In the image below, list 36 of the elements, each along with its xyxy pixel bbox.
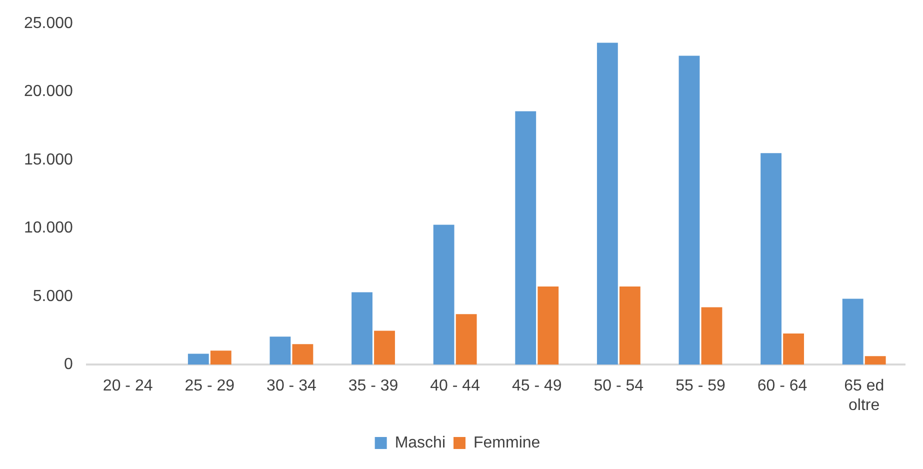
bar [374,330,395,365]
bar [596,42,618,365]
y-tick-label: 0 [64,356,74,374]
x-tick-label: 55 - 59 [676,378,726,395]
y-tick-label: 5.000 [32,288,74,305]
x-tick-label: 20 - 24 [102,378,153,395]
x-tick-label: 65 ed oltre [844,378,884,414]
bar [538,286,559,365]
bar [210,350,232,365]
x-tick-label: 50 - 54 [594,378,644,395]
bar [864,356,886,365]
x-tick-label: 60 - 64 [757,378,808,395]
bar [270,336,291,365]
x-tick-label: 25 - 29 [184,378,235,395]
x-tick-label: 45 - 49 [512,378,562,395]
bar [292,344,314,365]
bar [783,334,804,365]
legend-label: Maschi [394,434,446,452]
bar [515,111,536,365]
bar [678,56,700,365]
x-tick-label: 35 - 39 [348,378,398,395]
bar [456,314,477,365]
bar [760,153,782,365]
x-tick-label: 30 - 34 [266,378,316,395]
bar [352,292,372,365]
bar [433,224,454,365]
y-tick-label: 25.000 [24,15,74,32]
bar [619,286,640,365]
bar [188,354,209,365]
y-tick-label: 15.000 [24,151,74,168]
y-tick-label: 20.000 [24,83,74,100]
bar [701,307,722,365]
legend-label: Femmine [474,434,540,452]
x-tick-label: 40 - 44 [430,378,480,395]
bar [842,298,864,365]
y-tick-label: 10.000 [24,220,74,237]
